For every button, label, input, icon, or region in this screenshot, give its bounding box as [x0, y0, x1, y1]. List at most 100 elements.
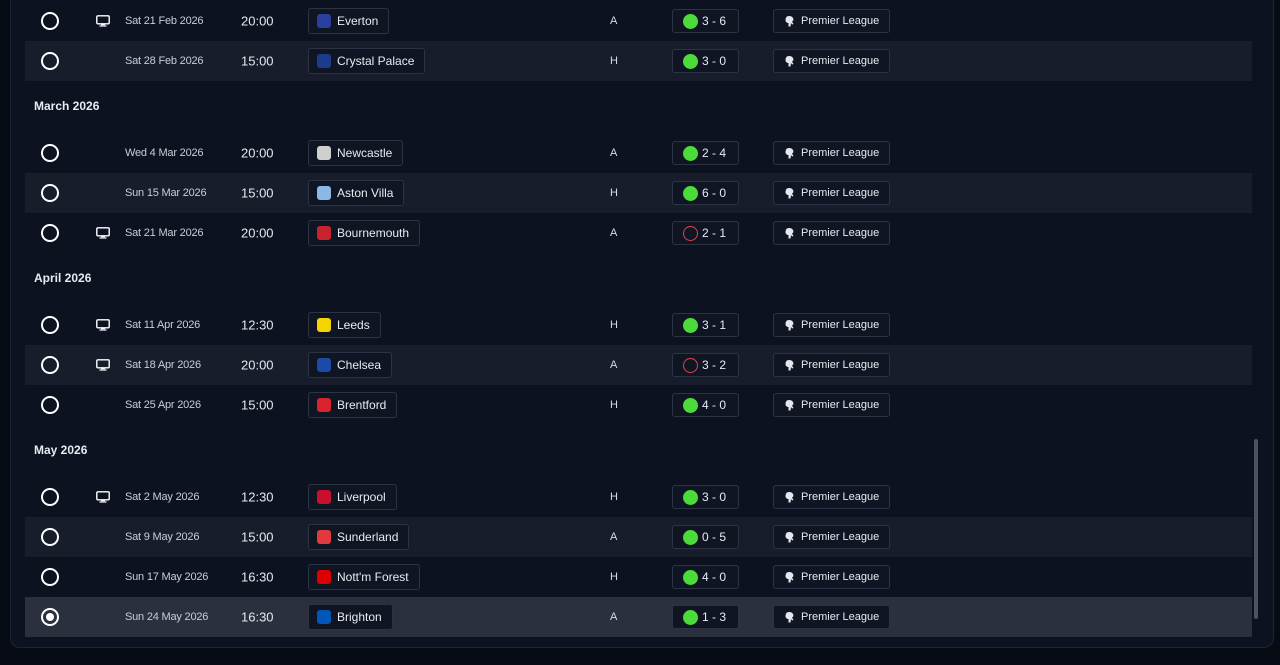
fixture-row[interactable]: Sat 25 Apr 2026 15:00 Brentford H 4 - 0 … [25, 385, 1252, 425]
competition-chip[interactable]: Premier League [773, 393, 891, 417]
club-crest-icon [317, 318, 331, 332]
month-label: March 2026 [34, 99, 100, 113]
opponent-name: Chelsea [337, 358, 382, 372]
club-crest-icon [317, 530, 331, 544]
competition-chip[interactable]: Premier League [773, 49, 891, 73]
premier-league-lion-icon [785, 187, 794, 198]
premier-league-lion-icon [785, 55, 794, 66]
fixture-time: 16:30 [241, 569, 274, 585]
result-chip[interactable]: 2 - 1 [672, 221, 739, 245]
competition-label: Premier League [801, 319, 880, 331]
select-radio[interactable] [41, 488, 59, 506]
tv-icon [96, 359, 110, 371]
select-radio[interactable] [41, 528, 59, 546]
fixture-date: Sat 21 Mar 2026 [125, 227, 204, 239]
result-chip[interactable]: 3 - 6 [672, 9, 739, 33]
fixture-date: Sun 24 May 2026 [125, 611, 209, 623]
fixture-row[interactable]: Sat 21 Feb 2026 20:00 Everton A 3 - 6 Pr… [25, 1, 1252, 41]
venue-label: H [610, 491, 618, 503]
select-radio[interactable] [41, 12, 59, 30]
select-radio[interactable] [41, 52, 59, 70]
win-dot-icon [683, 53, 698, 69]
opponent-name: Everton [337, 14, 379, 28]
fixture-row[interactable]: Sun 17 May 2026 16:30 Nott'm Forest H 4 … [25, 557, 1252, 597]
competition-chip[interactable]: Premier League [773, 525, 891, 549]
venue-label: A [610, 147, 618, 159]
competition-chip[interactable]: Premier League [773, 181, 891, 205]
opponent-chip[interactable]: Newcastle [308, 140, 404, 166]
select-radio[interactable] [41, 316, 59, 334]
result-chip[interactable]: 3 - 0 [672, 485, 739, 509]
fixture-row[interactable]: Sun 15 Mar 2026 15:00 Aston Villa H 6 - … [25, 173, 1252, 213]
competition-label: Premier League [801, 147, 880, 159]
fixture-row[interactable]: Sat 21 Mar 2026 20:00 Bournemouth A 2 - … [25, 213, 1252, 253]
opponent-chip[interactable]: Aston Villa [308, 180, 405, 206]
result-chip[interactable]: 3 - 2 [672, 353, 739, 377]
scrollbar[interactable] [1254, 439, 1258, 619]
competition-chip[interactable]: Premier League [773, 141, 891, 165]
competition-chip[interactable]: Premier League [773, 485, 891, 509]
select-radio[interactable] [41, 184, 59, 202]
fixture-row[interactable]: Sat 9 May 2026 15:00 Sunderland A 0 - 5 … [25, 517, 1252, 557]
fixture-row[interactable]: Sat 2 May 2026 12:30 Liverpool H 3 - 0 P… [25, 477, 1252, 517]
opponent-chip[interactable]: Sunderland [308, 524, 410, 550]
fixture-date: Sun 17 May 2026 [125, 571, 209, 583]
fixture-row[interactable]: Sun 24 May 2026 16:30 Brighton A 1 - 3 P… [25, 597, 1252, 637]
result-chip[interactable]: 0 - 5 [672, 525, 739, 549]
premier-league-lion-icon [785, 359, 794, 370]
fixture-row[interactable]: Sat 11 Apr 2026 12:30 Leeds H 3 - 1 Prem… [25, 305, 1252, 345]
fixture-date: Sat 2 May 2026 [125, 491, 200, 503]
opponent-name: Leeds [337, 318, 370, 332]
competition-chip[interactable]: Premier League [773, 565, 891, 589]
venue-label: H [610, 319, 618, 331]
fixture-row[interactable]: Sat 28 Feb 2026 15:00 Crystal Palace H 3… [25, 41, 1252, 81]
fixture-time: 15:00 [241, 529, 274, 545]
competition-label: Premier League [801, 227, 880, 239]
result-chip[interactable]: 4 - 0 [672, 565, 739, 589]
competition-label: Premier League [801, 55, 880, 67]
result-chip[interactable]: 3 - 0 [672, 49, 739, 73]
opponent-chip[interactable]: Chelsea [308, 352, 393, 378]
opponent-chip[interactable]: Brighton [308, 604, 393, 630]
opponent-chip[interactable]: Crystal Palace [308, 48, 426, 74]
competition-chip[interactable]: Premier League [773, 221, 891, 245]
month-header: May 2026 [25, 425, 1252, 475]
select-radio[interactable] [41, 144, 59, 162]
club-crest-icon [317, 186, 331, 200]
competition-label: Premier League [801, 187, 880, 199]
opponent-chip[interactable]: Everton [308, 8, 390, 34]
opponent-chip[interactable]: Liverpool [308, 484, 397, 510]
opponent-chip[interactable]: Leeds [308, 312, 381, 338]
competition-chip[interactable]: Premier League [773, 9, 891, 33]
fixture-time: 20:00 [241, 145, 274, 161]
select-radio[interactable] [41, 396, 59, 414]
fixture-row[interactable]: Wed 4 Mar 2026 20:00 Newcastle A 2 - 4 P… [25, 133, 1252, 173]
competition-chip[interactable]: Premier League [773, 353, 891, 377]
select-radio[interactable] [41, 224, 59, 242]
select-radio[interactable] [41, 608, 59, 626]
score-text: 3 - 0 [702, 54, 727, 68]
opponent-chip[interactable]: Brentford [308, 392, 398, 418]
opponent-chip[interactable]: Nott'm Forest [308, 564, 420, 590]
fixture-time: 20:00 [241, 225, 274, 241]
competition-chip[interactable]: Premier League [773, 605, 891, 629]
club-crest-icon [317, 54, 331, 68]
result-chip[interactable]: 3 - 1 [672, 313, 739, 337]
result-chip[interactable]: 1 - 3 [672, 605, 739, 629]
result-chip[interactable]: 2 - 4 [672, 141, 739, 165]
competition-chip[interactable]: Premier League [773, 313, 891, 337]
fixture-date: Sat 21 Feb 2026 [125, 15, 204, 27]
fixture-row[interactable]: Sat 18 Apr 2026 20:00 Chelsea A 3 - 2 Pr… [25, 345, 1252, 385]
premier-league-lion-icon [785, 319, 794, 330]
select-radio[interactable] [41, 356, 59, 374]
result-chip[interactable]: 6 - 0 [672, 181, 739, 205]
win-dot-icon [683, 13, 698, 29]
fixtures-panel: Sat 21 Feb 2026 20:00 Everton A 3 - 6 Pr… [10, 0, 1274, 648]
select-radio[interactable] [41, 568, 59, 586]
result-chip[interactable]: 4 - 0 [672, 393, 739, 417]
score-text: 3 - 2 [702, 358, 727, 372]
opponent-chip[interactable]: Bournemouth [308, 220, 421, 246]
premier-league-lion-icon [785, 491, 794, 502]
premier-league-lion-icon [785, 147, 794, 158]
premier-league-lion-icon [785, 227, 794, 238]
